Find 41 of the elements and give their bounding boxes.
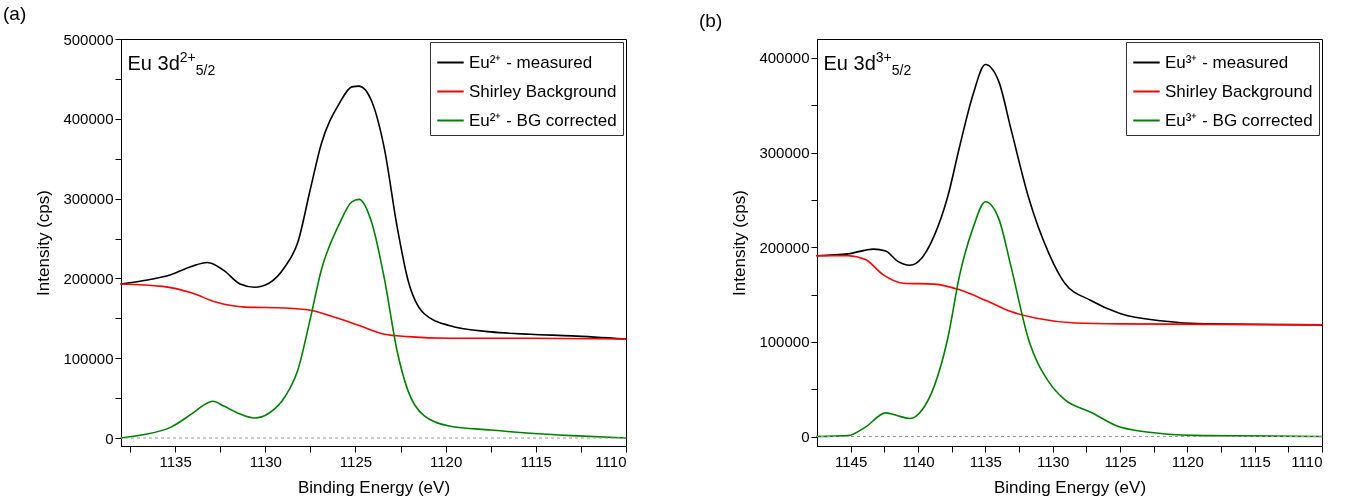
x-tick-label: 1140 <box>902 452 935 470</box>
x-axis-title: Binding Energy (eV) <box>993 477 1147 497</box>
x-tick-label: 1110 <box>595 452 627 470</box>
x-tick-label: 1115 <box>520 452 552 470</box>
chart-title: (a) <box>3 3 27 24</box>
x-tick-label: 1125 <box>339 452 373 470</box>
y-tick-label: 500000 <box>63 30 114 48</box>
x-tick-label: 1135 <box>969 452 1002 470</box>
legend-label: Shirley Background <box>1165 81 1313 101</box>
y-tick-label: 400000 <box>63 110 114 128</box>
y-axis-title: Intensity (cps) <box>730 190 750 296</box>
y-tick-label: 300000 <box>759 144 810 162</box>
x-tick-label: 1145 <box>835 452 868 470</box>
line-series <box>816 254 1323 326</box>
chart-title: (b) <box>699 10 723 31</box>
legend-label: Eu³⁺ - BG corrected <box>1165 110 1313 130</box>
x-tick-label: 1120 <box>430 452 463 470</box>
y-tick-label: 200000 <box>759 238 810 256</box>
y-tick-label: 400000 <box>759 49 810 67</box>
x-axis-title: Binding Energy (eV) <box>297 477 451 497</box>
x-tick-label: 1130 <box>249 452 282 470</box>
legend-label: Eu³⁺ - measured <box>1165 52 1289 72</box>
x-tick-label: 1135 <box>159 452 192 470</box>
y-tick-label: 0 <box>801 428 810 446</box>
line-series <box>816 201 1323 438</box>
legend-label: Shirley Background <box>469 81 617 101</box>
line-series <box>120 198 627 439</box>
x-tick-label: 1110 <box>1291 452 1323 470</box>
x-tick-label: 1120 <box>1171 452 1204 470</box>
y-tick-label: 100000 <box>759 333 810 351</box>
legend-label: Eu²⁺ - BG corrected <box>469 110 617 130</box>
x-tick-label: 1115 <box>1239 452 1271 470</box>
y-tick-label: 0 <box>105 429 114 447</box>
line-series <box>120 283 627 340</box>
x-tick-label: 1130 <box>1037 452 1070 470</box>
y-tick-label: 100000 <box>63 349 114 367</box>
y-tick-label: 300000 <box>63 190 114 208</box>
legend-label: Eu²⁺ - measured <box>469 52 593 72</box>
x-tick-label: 1125 <box>1104 452 1137 470</box>
y-tick-label: 200000 <box>63 269 114 287</box>
y-axis-title: Intensity (cps) <box>34 190 54 296</box>
